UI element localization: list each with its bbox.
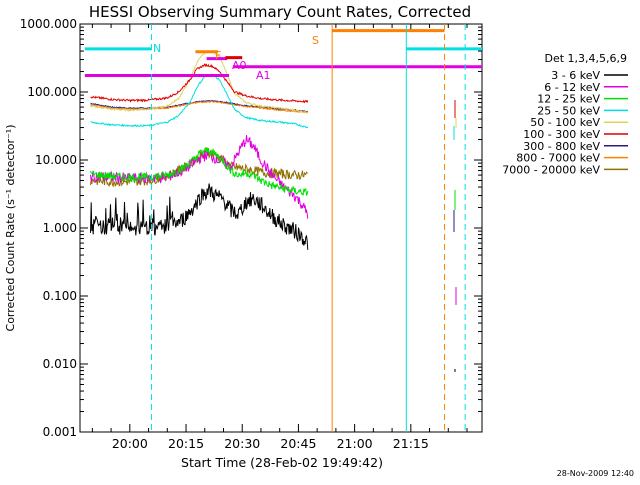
- y-tick-label: 1000.000: [20, 17, 77, 31]
- y-tick-label: 0.001: [43, 425, 77, 439]
- x-tick-label: 20:15: [168, 436, 204, 451]
- legend-header: Det 1,3,4,5,6,9: [544, 52, 627, 65]
- flag-label: A1: [256, 69, 271, 82]
- flag-label: N: [153, 42, 161, 55]
- series-line: [90, 183, 309, 250]
- flag-label: F: [215, 49, 221, 62]
- y-tick-label: 100.000: [27, 85, 77, 99]
- legend-label: 100 - 300 keV: [523, 128, 600, 141]
- legend-label: 6 - 12 keV: [544, 81, 600, 94]
- y-tick-label: 1.000: [43, 221, 77, 235]
- plot-area: 0.001 0.010 0.100 1.000 10.000 100.000 1000.00…: [20, 17, 483, 451]
- legend-label: 12 - 25 keV: [537, 93, 600, 106]
- y-tick-label: 0.010: [43, 357, 77, 371]
- series-line: [90, 147, 309, 196]
- x-tick-label: 20:30: [224, 436, 260, 451]
- series-line: [90, 73, 309, 129]
- footer-timestamp: 28-Nov-2009 12:40: [557, 469, 634, 478]
- y-tick-label: 0.100: [43, 289, 77, 303]
- y-axis-label: Corrected Count Rate (s⁻¹ detector⁻¹): [4, 125, 17, 332]
- x-tick-label: 21:15: [393, 436, 429, 451]
- series-line: [90, 63, 309, 104]
- x-axis-label: Start Time (28-Feb-02 19:49:42): [181, 455, 383, 470]
- x-tick-label: 20:00: [112, 436, 148, 451]
- series-line: [90, 100, 308, 114]
- legend-label: 300 - 800 keV: [523, 140, 600, 153]
- series-line: [90, 148, 308, 188]
- legend-label: 25 - 50 keV: [537, 104, 600, 117]
- legend-label: 7000 - 20000 keV: [502, 163, 600, 176]
- flag-label: S: [312, 34, 319, 47]
- y-tick-label: 10.000: [35, 153, 77, 167]
- legend-label: 50 - 100 keV: [530, 116, 600, 129]
- x-tick-label: 20:45: [280, 436, 316, 451]
- legend-label: 3 - 6 keV: [551, 69, 600, 82]
- legend-label: 800 - 7000 keV: [516, 152, 600, 165]
- chart-title: HESSI Observing Summary Count Rates, Cor…: [89, 3, 471, 21]
- series-line: [90, 49, 308, 114]
- x-tick-label: 21:00: [337, 436, 373, 451]
- flag-label: A0: [232, 59, 247, 72]
